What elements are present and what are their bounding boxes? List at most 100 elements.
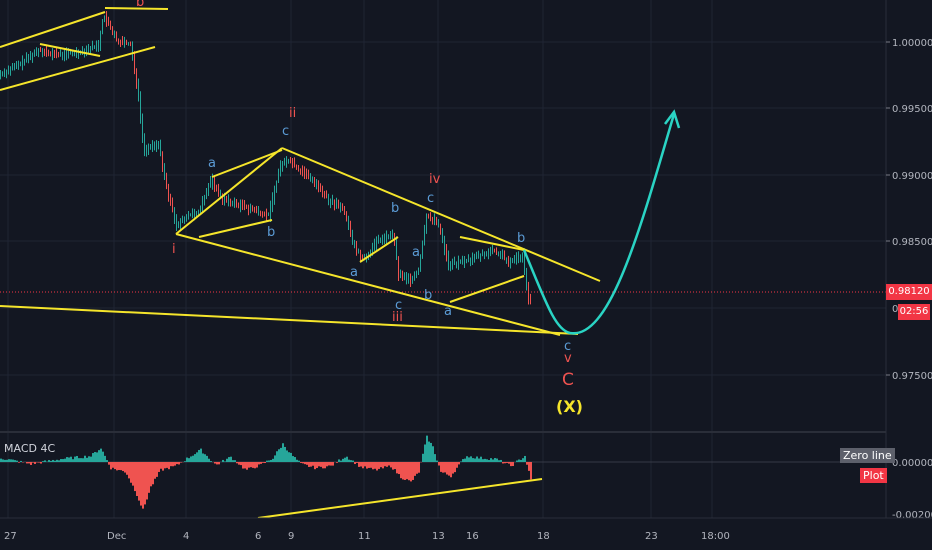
macd-bar xyxy=(304,462,306,465)
indicator-title[interactable]: MACD 4C xyxy=(4,442,56,455)
macd-bar xyxy=(206,455,208,462)
time-axis[interactable]: 27 Dec 4 6 9 11 13 16 18 23 18:00 xyxy=(0,517,932,550)
wave-labels: b ii c a b i a b c iii iv c a b a b c v … xyxy=(136,0,583,416)
macd-bar xyxy=(64,458,66,462)
time-tick-10: 23 xyxy=(645,531,658,542)
macd-bar xyxy=(410,462,412,482)
wave-label-a4: a xyxy=(444,304,452,319)
macd-bar xyxy=(294,457,296,462)
macd-bar xyxy=(230,456,232,462)
macd-bar xyxy=(394,462,396,470)
macd-bar xyxy=(300,462,302,463)
macd-bar xyxy=(352,460,354,462)
macd-bar xyxy=(238,462,240,465)
macd-bar xyxy=(442,462,444,473)
time-tick-4: 6 xyxy=(255,531,261,542)
wave-label-c-top: c xyxy=(282,124,289,139)
macd-bar xyxy=(246,462,248,470)
time-tick-9: 18 xyxy=(537,531,550,542)
macd-bar xyxy=(210,461,212,462)
macd-bar xyxy=(376,462,378,471)
macd-bar xyxy=(432,446,434,462)
macd-bar xyxy=(344,457,346,462)
time-tick-5: 9 xyxy=(288,531,294,542)
macd-bar xyxy=(116,462,118,471)
macd-bar xyxy=(494,458,496,462)
macd-bar xyxy=(418,462,420,473)
macd-bar xyxy=(178,462,180,465)
macd-bar xyxy=(112,462,114,468)
macd-bar xyxy=(42,461,44,462)
macd-bar xyxy=(498,460,500,462)
macd-bar xyxy=(378,462,380,469)
macd-bar xyxy=(98,450,100,462)
macd-bar xyxy=(166,462,168,468)
macd-bar xyxy=(428,441,430,462)
macd-bar xyxy=(406,462,408,480)
projection-arrow[interactable] xyxy=(522,109,681,335)
macd-bar xyxy=(204,454,206,462)
macd-bar xyxy=(518,459,520,462)
macd-bar xyxy=(240,462,242,466)
macd-bar xyxy=(120,462,122,471)
trendlines[interactable] xyxy=(0,7,601,519)
macd-bar xyxy=(506,462,508,463)
macd-bar xyxy=(290,452,292,462)
time-tick-3: 4 xyxy=(183,531,189,542)
macd-bar xyxy=(222,459,224,462)
macd-bar xyxy=(480,456,482,462)
wave-label-b3: b xyxy=(424,288,432,303)
macd-bar xyxy=(262,462,264,463)
macd-bar xyxy=(132,462,134,486)
macd-bar xyxy=(28,462,30,464)
macd-bar xyxy=(342,458,344,462)
macd-bar xyxy=(190,456,192,462)
macd-bar xyxy=(40,462,42,464)
macd-bar xyxy=(292,456,294,462)
macd-bar xyxy=(492,459,494,462)
macd-bar xyxy=(424,444,426,462)
macd-bar xyxy=(92,453,94,462)
macd-bar xyxy=(226,458,228,462)
macd-bar xyxy=(218,462,220,465)
macd-bar xyxy=(338,459,340,462)
macd-bar xyxy=(130,462,132,483)
macd-bar xyxy=(270,459,272,462)
macd-bar xyxy=(136,462,138,496)
macd-bar xyxy=(30,462,32,465)
macd-bar xyxy=(54,460,56,462)
time-tick-7: 13 xyxy=(432,531,445,542)
macd-bar xyxy=(208,458,210,462)
macd-bar xyxy=(184,461,186,462)
price-axis[interactable]: 1.00000 0.99500 0.99000 0.98500 0 0.9750… xyxy=(885,0,932,521)
macd-bar xyxy=(362,462,364,469)
macd-bar xyxy=(452,462,454,474)
macd-bar xyxy=(160,462,162,469)
macd-bar xyxy=(6,459,8,462)
macd-bar xyxy=(354,462,356,465)
macd-bar xyxy=(70,456,72,462)
macd-bar xyxy=(156,462,158,477)
macd-bar xyxy=(298,460,300,462)
macd-bar xyxy=(198,449,200,462)
macd-bar xyxy=(96,452,98,462)
price-tick-3: 0.99000 xyxy=(892,171,932,182)
macd-bar xyxy=(106,460,108,462)
macd-bar xyxy=(152,462,154,485)
wave-label-a3: a xyxy=(412,245,420,260)
macd-bar xyxy=(170,462,172,467)
macd-bar xyxy=(62,459,64,462)
macd-bar xyxy=(436,460,438,462)
zero-line-button[interactable]: Zero line xyxy=(840,448,895,463)
macd-bar xyxy=(372,462,374,470)
wave-label-b2: b xyxy=(391,201,399,216)
macd-bar xyxy=(2,459,4,462)
macd-bar xyxy=(256,462,258,468)
macd-bar xyxy=(388,462,390,466)
macd-bar xyxy=(150,462,152,487)
macd-bar xyxy=(526,462,528,465)
plot-button[interactable]: Plot xyxy=(860,468,887,483)
macd-bar xyxy=(348,459,350,462)
macd-bar xyxy=(282,443,284,462)
